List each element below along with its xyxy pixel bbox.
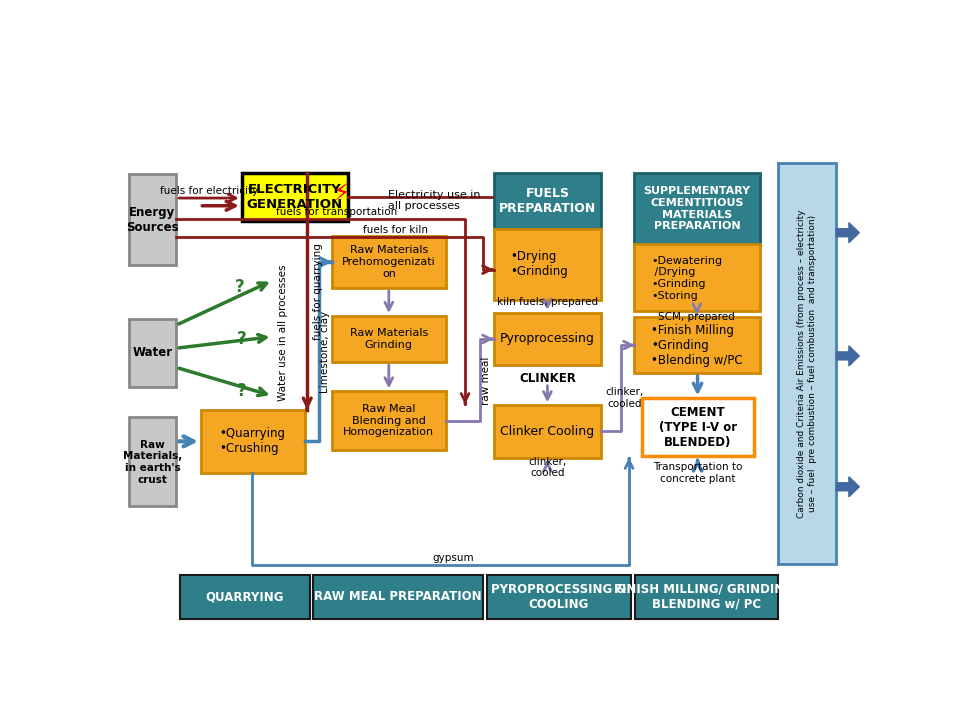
- Text: kiln fuels, prepared: kiln fuels, prepared: [497, 297, 598, 307]
- Polygon shape: [836, 477, 859, 497]
- Text: Clinker Cooling: Clinker Cooling: [500, 425, 594, 438]
- Text: fuels for transportation: fuels for transportation: [276, 207, 397, 217]
- Bar: [642, 398, 754, 456]
- Text: Transportation to
concrete plant: Transportation to concrete plant: [653, 462, 742, 484]
- Bar: [493, 312, 601, 365]
- Bar: [779, 163, 836, 564]
- Text: SCM, prepared: SCM, prepared: [659, 312, 735, 323]
- Text: Raw Materials
Prehomogenizati
on: Raw Materials Prehomogenizati on: [342, 246, 436, 279]
- Text: •Finish Milling
•Grinding
•Blending w/PC: •Finish Milling •Grinding •Blending w/PC: [652, 323, 743, 366]
- Text: Carbon dioxide and Criteria Air Emissions (from process – electricity
use – fuel: Carbon dioxide and Criteria Air Emission…: [797, 210, 817, 518]
- Text: ⚡: ⚡: [333, 182, 350, 206]
- Bar: [180, 575, 309, 619]
- Bar: [332, 391, 445, 450]
- Text: clinker,
cooled: clinker, cooled: [606, 387, 643, 409]
- Bar: [635, 318, 760, 373]
- Text: ELECTRICITY
GENERATION: ELECTRICITY GENERATION: [247, 184, 343, 211]
- Polygon shape: [836, 346, 859, 366]
- Text: •Quarrying
•Crushing: •Quarrying •Crushing: [220, 428, 285, 455]
- Text: CLINKER: CLINKER: [519, 372, 576, 385]
- Bar: [313, 575, 483, 619]
- Bar: [635, 244, 760, 311]
- Text: ?: ?: [234, 279, 244, 297]
- Text: Raw
Materials,
in earth's
crust: Raw Materials, in earth's crust: [123, 440, 182, 485]
- Text: FUELS
PREPARATION: FUELS PREPARATION: [499, 187, 596, 215]
- Text: Pyroprocessing: Pyroprocessing: [500, 333, 595, 346]
- Text: CEMENT
(TYPE I-V or
BLENDED): CEMENT (TYPE I-V or BLENDED): [659, 406, 736, 449]
- Text: clinker,
cooled: clinker, cooled: [528, 456, 566, 478]
- Text: ?: ?: [237, 330, 247, 348]
- Bar: [493, 174, 601, 229]
- Bar: [332, 235, 445, 288]
- Bar: [201, 410, 305, 473]
- Text: FINISH MILLING/ GRINDING/
BLENDING w/ PC: FINISH MILLING/ GRINDING/ BLENDING w/ PC: [614, 583, 799, 611]
- Polygon shape: [836, 222, 859, 243]
- Text: fuels for kiln: fuels for kiln: [363, 225, 428, 235]
- Bar: [635, 174, 760, 244]
- Bar: [242, 174, 348, 221]
- Text: fuels for quarrying: fuels for quarrying: [313, 243, 324, 341]
- Text: •Dewatering
 /Drying
•Grinding
•Storing: •Dewatering /Drying •Grinding •Storing: [652, 256, 723, 300]
- Text: ?: ?: [237, 382, 247, 400]
- Bar: [129, 418, 177, 506]
- Text: QUARRYING: QUARRYING: [205, 590, 284, 603]
- Text: gypsum: gypsum: [433, 554, 474, 564]
- Bar: [493, 405, 601, 457]
- Text: Raw Materials
Grinding: Raw Materials Grinding: [349, 328, 428, 350]
- Bar: [332, 316, 445, 362]
- Bar: [487, 575, 632, 619]
- Text: Water: Water: [132, 346, 173, 359]
- Text: Water use in all processes: Water use in all processes: [277, 264, 288, 401]
- Text: Raw Meal
Blending and
Homogenization: Raw Meal Blending and Homogenization: [344, 404, 434, 437]
- Text: SUPPLEMENTARY
CEMENTITIOUS
MATERIALS
PREPARATION: SUPPLEMENTARY CEMENTITIOUS MATERIALS PRE…: [643, 186, 751, 231]
- Text: raw meal: raw meal: [481, 356, 491, 405]
- Bar: [493, 229, 601, 300]
- Text: PYROPROCESSING &
COOLING: PYROPROCESSING & COOLING: [492, 583, 627, 611]
- Text: Limestone, clay: Limestone, clay: [320, 311, 330, 393]
- Text: fuels for electricity: fuels for electricity: [159, 186, 258, 196]
- Bar: [129, 319, 177, 387]
- Text: Electricity use in
all processes: Electricity use in all processes: [388, 189, 481, 211]
- Bar: [129, 174, 177, 265]
- Bar: [636, 575, 778, 619]
- Text: RAW MEAL PREPARATION: RAW MEAL PREPARATION: [314, 590, 482, 603]
- Text: Energy
Sources: Energy Sources: [126, 206, 179, 233]
- Text: •Drying
•Grinding: •Drying •Grinding: [511, 251, 568, 278]
